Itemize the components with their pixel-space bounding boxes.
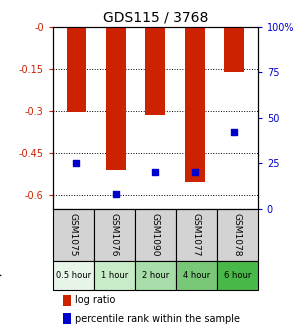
FancyBboxPatch shape [176, 209, 217, 261]
FancyBboxPatch shape [94, 261, 135, 290]
FancyBboxPatch shape [135, 209, 176, 261]
Text: GSM1076: GSM1076 [110, 213, 119, 257]
Text: 0.5 hour: 0.5 hour [56, 271, 91, 280]
Bar [63, 295, 71, 306]
Text: GSM1077: GSM1077 [192, 213, 201, 257]
Text: GSM1090: GSM1090 [151, 213, 160, 257]
Text: time  ▶: time ▶ [0, 270, 1, 280]
FancyBboxPatch shape [94, 209, 135, 261]
Bar [67, 27, 86, 112]
Point [153, 170, 158, 175]
Text: 4 hour: 4 hour [183, 271, 210, 280]
Bar [63, 313, 71, 324]
Text: 1 hour: 1 hour [100, 271, 128, 280]
Point [232, 130, 236, 135]
Bar [185, 27, 205, 182]
Text: percentile rank within the sample: percentile rank within the sample [75, 313, 240, 324]
Title: GDS115 / 3768: GDS115 / 3768 [103, 10, 208, 24]
Text: GSM1078: GSM1078 [233, 213, 242, 257]
Bar [224, 27, 244, 72]
FancyBboxPatch shape [53, 261, 94, 290]
Point [193, 170, 197, 175]
Point [74, 161, 79, 166]
FancyBboxPatch shape [217, 261, 258, 290]
Text: log ratio: log ratio [75, 295, 116, 305]
FancyBboxPatch shape [176, 261, 217, 290]
Bar [106, 27, 126, 170]
Text: 2 hour: 2 hour [142, 271, 169, 280]
FancyBboxPatch shape [135, 261, 176, 290]
Text: GSM1075: GSM1075 [69, 213, 78, 257]
FancyBboxPatch shape [53, 209, 94, 261]
Point [113, 192, 118, 197]
Text: 6 hour: 6 hour [224, 271, 251, 280]
Bar [145, 27, 165, 115]
FancyBboxPatch shape [217, 209, 258, 261]
